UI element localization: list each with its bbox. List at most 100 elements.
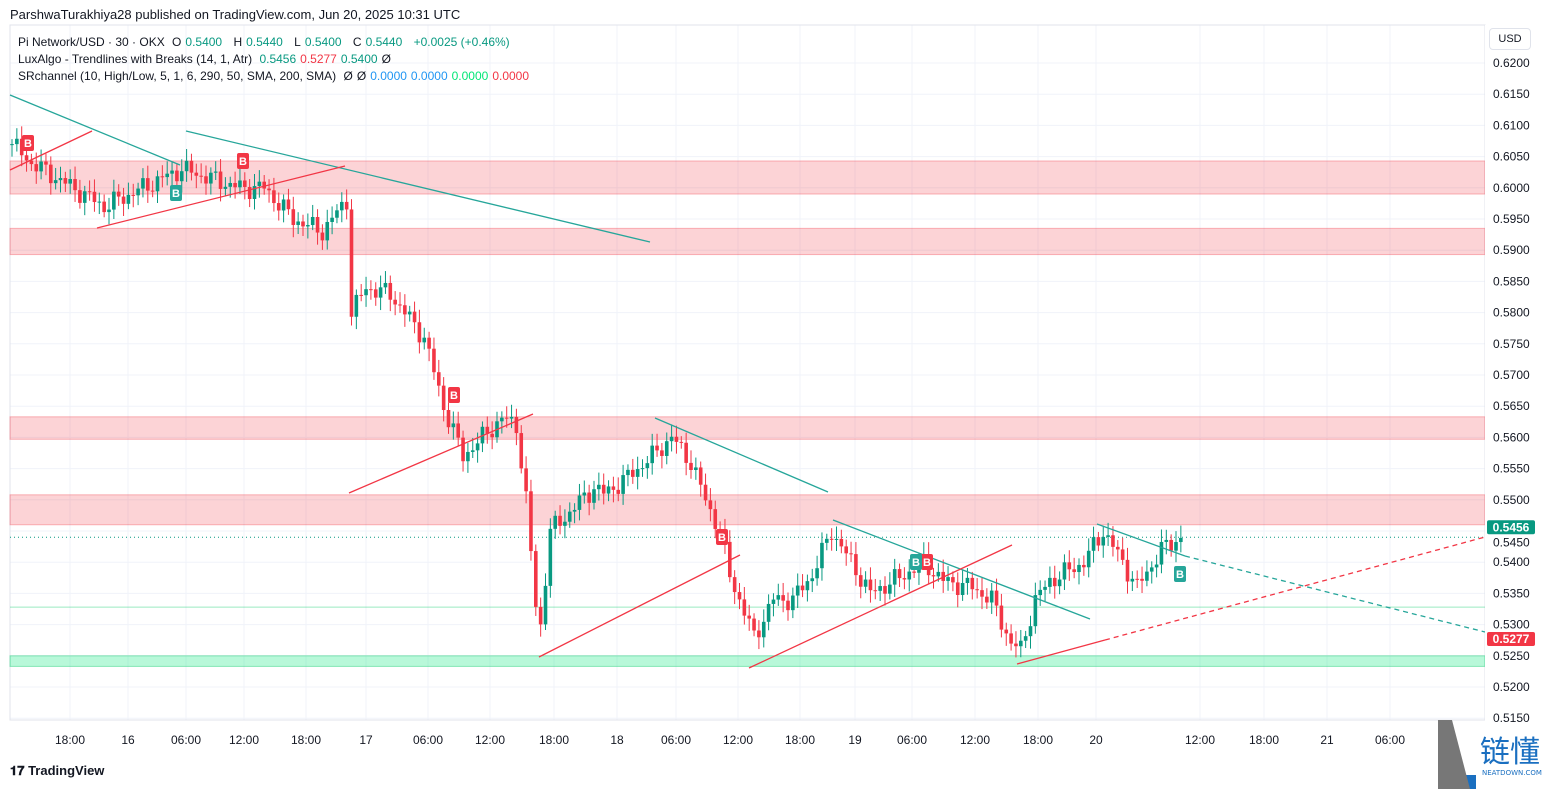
price-tick-label: 0.6000 [1493,181,1530,195]
candle-body [15,138,19,145]
candle-body [631,469,635,477]
candle-body [713,509,718,529]
candle-body [572,509,577,512]
candle-body [553,515,557,529]
candle-body [19,138,24,156]
candle-body [170,170,174,174]
neatdown-watermark-logo: 链懂 NEATDOWN.COM [1438,720,1542,789]
trendline [9,130,93,171]
candle-body [985,596,989,603]
candle-body [606,486,611,494]
price-label: 0.5277 [1493,632,1530,646]
candle-body [664,441,669,456]
candle-body [1125,559,1130,582]
candle-body [204,176,208,184]
candle-body [1154,564,1159,568]
indicator-name: SRchannel (10, High/Low, 5, 1, 6, 290, 5… [18,69,337,83]
candle-body [97,201,102,203]
close-label: C [352,35,362,49]
break-marker [921,554,933,570]
candle-body [1009,633,1013,644]
candle-body [315,216,320,233]
candle-body [1067,562,1072,570]
candle-body [815,568,819,579]
candle-body [737,592,742,600]
candle-body [694,467,698,470]
candle-body [500,417,504,422]
support-zone [9,655,1486,667]
candle-body [10,144,14,146]
candle-body [422,337,427,343]
time-tick-label: 12:00 [1185,733,1215,747]
time-tick-label: 18:00 [291,733,321,747]
candle-body [951,577,955,583]
candle-body [92,191,97,203]
candle-body [247,186,252,199]
time-tick-label: 21 [1320,733,1334,747]
candle-body [960,583,965,595]
candle-body [878,586,882,591]
candle-body [257,181,262,187]
time-tick-label: 18:00 [785,733,815,747]
tradingview-brand: 𝟏𝟕 TradingView [10,763,104,779]
candle-body [650,445,654,464]
break-marker [170,185,182,201]
candle-body [635,469,640,477]
candle-body [349,209,354,317]
candle-body [941,571,945,581]
indicator-name: LuxAlgo - Trendlines with Breaks (14, 1,… [18,52,253,66]
candle-body [1028,626,1033,637]
time-tick-label: 16 [121,733,135,747]
trendline [9,94,181,166]
candle-body [582,492,587,496]
trendline [96,165,346,229]
candle-body [955,582,960,595]
candle-body [233,182,237,188]
candle-body [616,489,621,494]
candle-body [417,322,422,343]
candle-body [34,164,39,172]
candle-body [1043,586,1047,590]
currency-button[interactable]: USD [1489,28,1531,50]
candle-body [209,172,213,184]
candle-body [766,603,771,622]
candle-body [262,181,266,189]
price-tick-label: 0.5550 [1493,462,1530,476]
time-tick-label: 19 [848,733,862,747]
candle-body [888,584,892,594]
candle-body [1019,640,1023,647]
candle-body [863,579,868,587]
price-axis [1485,25,1549,725]
candle-body [829,538,834,540]
trendline [1096,523,1186,557]
candle-body [354,294,359,317]
candle-body [708,500,713,510]
candle-body [107,209,111,213]
candle-body [179,171,184,182]
candle-body [1106,535,1110,537]
candle-body [475,443,480,451]
candle-body [795,585,800,596]
time-tick-label: 18 [610,733,624,747]
candle-body [597,484,601,490]
candle-body [965,577,970,584]
candle-body [276,203,281,211]
candle-body [49,164,53,184]
candle-body [771,599,776,604]
break-marker-label: B [718,532,726,544]
candle-body [87,191,92,193]
trendline [832,519,1091,620]
price-tick-label: 0.5600 [1493,430,1530,444]
indicator-luxalgo[interactable]: LuxAlgo - Trendlines with Breaks (14, 1,… [18,51,533,68]
indicator-srchannel[interactable]: SRchannel (10, High/Low, 5, 1, 6, 290, 5… [18,68,533,85]
candle-body [761,621,766,638]
candle-body [999,605,1004,630]
price-tick-label: 0.5450 [1493,535,1530,549]
candle-body [660,450,664,456]
candle-body [393,299,397,305]
candle-body [378,287,383,298]
candle-body [466,451,470,462]
time-tick-label: 12:00 [229,733,259,747]
symbol-legend[interactable]: Pi Network/USD · 30 · OKX O 0.5400 H 0.544… [18,34,533,51]
